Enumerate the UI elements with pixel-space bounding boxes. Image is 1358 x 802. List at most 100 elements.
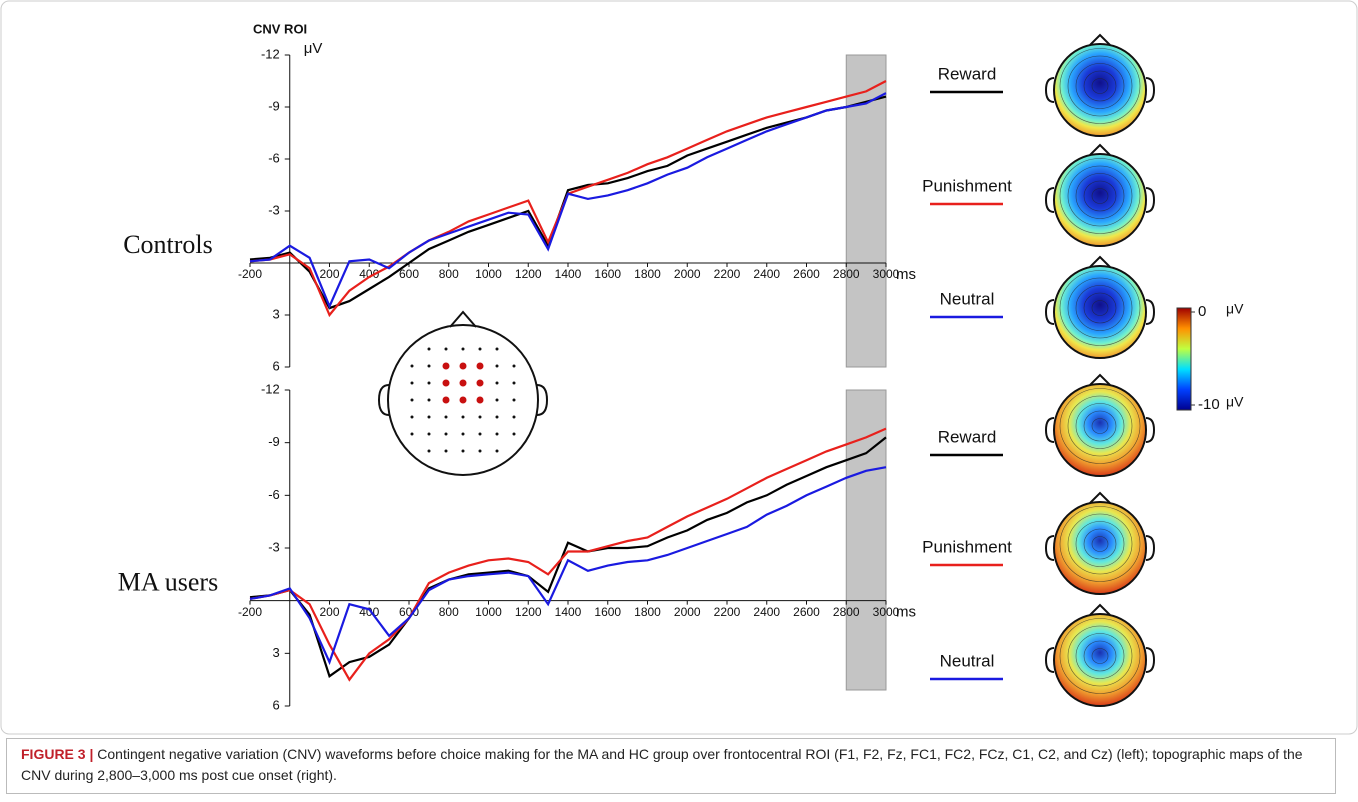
- electrode: [462, 416, 465, 419]
- x-tick-label: 600: [399, 267, 419, 281]
- page: {"chart_data": [ {"type": "line", "title…: [0, 0, 1358, 802]
- x-tick-label: 1000: [475, 267, 502, 281]
- x-tick-label: 1000: [475, 605, 502, 619]
- y-tick-label: 6: [273, 697, 280, 712]
- y-tick-label: -6: [268, 487, 280, 502]
- y-tick-label: -12: [261, 46, 280, 61]
- roi-electrode: [460, 363, 467, 370]
- electrode: [411, 416, 414, 419]
- x-tick-label: 1400: [555, 605, 582, 619]
- electrode: [496, 365, 499, 368]
- x-unit: ms: [896, 266, 916, 283]
- series-line: [250, 437, 886, 676]
- caption: FIGURE 3 | Contingent negative variation…: [6, 738, 1336, 794]
- electrode: [428, 382, 431, 385]
- legend-label: Reward: [938, 427, 997, 446]
- legend-label: Neutral: [940, 289, 995, 308]
- x-tick-label: 2800: [833, 605, 860, 619]
- x-tick-label: 2400: [753, 267, 780, 281]
- y-tick-label: -3: [268, 539, 280, 554]
- electrode: [496, 450, 499, 453]
- x-tick-label: 1600: [594, 267, 621, 281]
- series-line: [250, 467, 886, 662]
- topomap: [1046, 35, 1154, 136]
- topomap-fill: [1054, 44, 1146, 136]
- roi-electrode: [477, 363, 484, 370]
- x-tick-label: 2200: [714, 605, 741, 619]
- topomap: [1046, 145, 1154, 246]
- electrode: [479, 450, 482, 453]
- x-tick-label: 1400: [555, 267, 582, 281]
- electrode: [513, 416, 516, 419]
- x-tick-label: -200: [238, 605, 262, 619]
- series-line: [250, 429, 886, 680]
- legend-label: Reward: [938, 64, 997, 83]
- roi-electrode: [460, 380, 467, 387]
- legend-label: Punishment: [922, 537, 1012, 556]
- y-tick-label: 6: [273, 358, 280, 373]
- group-label: Controls: [123, 230, 213, 259]
- figure-frame: [1, 1, 1357, 734]
- electrode: [479, 433, 482, 436]
- electrode: [496, 433, 499, 436]
- group-label: MA users: [118, 568, 218, 597]
- y-tick-label: -6: [268, 150, 280, 165]
- electrode: [411, 365, 414, 368]
- y-tick-label: -12: [261, 381, 280, 396]
- x-tick-label: 2000: [674, 267, 701, 281]
- colorbar-tick-label: -10: [1198, 396, 1220, 413]
- electrode: [513, 399, 516, 402]
- roi-electrode: [460, 397, 467, 404]
- electrode: [496, 416, 499, 419]
- electrode: [513, 365, 516, 368]
- electrode: [513, 382, 516, 385]
- topomap-fill: [1054, 502, 1146, 594]
- x-tick-label: 2000: [674, 605, 701, 619]
- topomap-fill: [1054, 154, 1146, 246]
- roi-electrode: [477, 380, 484, 387]
- electrode: [411, 382, 414, 385]
- topomap-fill: [1054, 614, 1146, 706]
- electrode: [411, 433, 414, 436]
- electrode: [462, 348, 465, 351]
- electrode: [428, 348, 431, 351]
- legend-label: Punishment: [922, 176, 1012, 195]
- electrode: [445, 450, 448, 453]
- x-tick-label: 2600: [793, 267, 820, 281]
- electrode: [428, 399, 431, 402]
- caption-text: Contingent negative variation (CNV) wave…: [21, 746, 1303, 783]
- x-tick-label: 1800: [634, 267, 661, 281]
- y-unit: μV: [304, 40, 323, 57]
- colorbar: [1177, 308, 1191, 410]
- x-tick-label: 1600: [594, 605, 621, 619]
- electrode: [445, 348, 448, 351]
- topomap-fill: [1054, 384, 1146, 476]
- x-tick-label: 1200: [515, 605, 542, 619]
- electrode: [462, 450, 465, 453]
- x-tick-label: 2200: [714, 267, 741, 281]
- x-tick-label: 2400: [753, 605, 780, 619]
- electrode: [428, 365, 431, 368]
- x-tick-label: 1200: [515, 267, 542, 281]
- roi-electrode: [443, 397, 450, 404]
- electrode: [428, 450, 431, 453]
- colorbar-unit: μV: [1226, 301, 1244, 317]
- x-tick-label: 200: [319, 267, 339, 281]
- x-tick-label: 800: [439, 605, 459, 619]
- y-tick-label: 3: [273, 645, 280, 660]
- electrode: [445, 433, 448, 436]
- y-tick-label: -9: [268, 434, 280, 449]
- highlight-window: [846, 390, 886, 690]
- legend-label: Neutral: [940, 651, 995, 670]
- y-tick-label: -9: [268, 98, 280, 113]
- colorbar-unit: μV: [1226, 394, 1244, 410]
- electrode: [479, 348, 482, 351]
- electrode: [496, 399, 499, 402]
- x-tick-label: 200: [319, 605, 339, 619]
- topomap-fill: [1054, 266, 1146, 358]
- electrode: [496, 348, 499, 351]
- electrode: [428, 416, 431, 419]
- roi-electrode: [443, 363, 450, 370]
- electrode: [462, 433, 465, 436]
